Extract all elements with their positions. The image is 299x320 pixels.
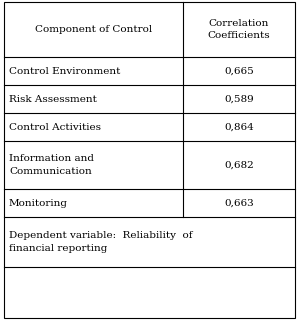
- Text: 0,864: 0,864: [224, 123, 254, 132]
- Text: 0,663: 0,663: [224, 198, 254, 207]
- Text: Monitoring: Monitoring: [9, 198, 68, 207]
- Text: Dependent variable:  Reliability  of
financial reporting: Dependent variable: Reliability of finan…: [9, 231, 193, 253]
- Text: Correlation
Coefficients: Correlation Coefficients: [208, 19, 270, 40]
- Text: 0,589: 0,589: [224, 94, 254, 103]
- Text: 0,682: 0,682: [224, 161, 254, 170]
- Text: Information and
Communication: Information and Communication: [9, 154, 94, 176]
- Text: Risk Assessment: Risk Assessment: [9, 94, 97, 103]
- Text: Component of Control: Component of Control: [35, 25, 152, 34]
- Text: Control Environment: Control Environment: [9, 67, 120, 76]
- Text: 0,665: 0,665: [224, 67, 254, 76]
- Text: Control Activities: Control Activities: [9, 123, 101, 132]
